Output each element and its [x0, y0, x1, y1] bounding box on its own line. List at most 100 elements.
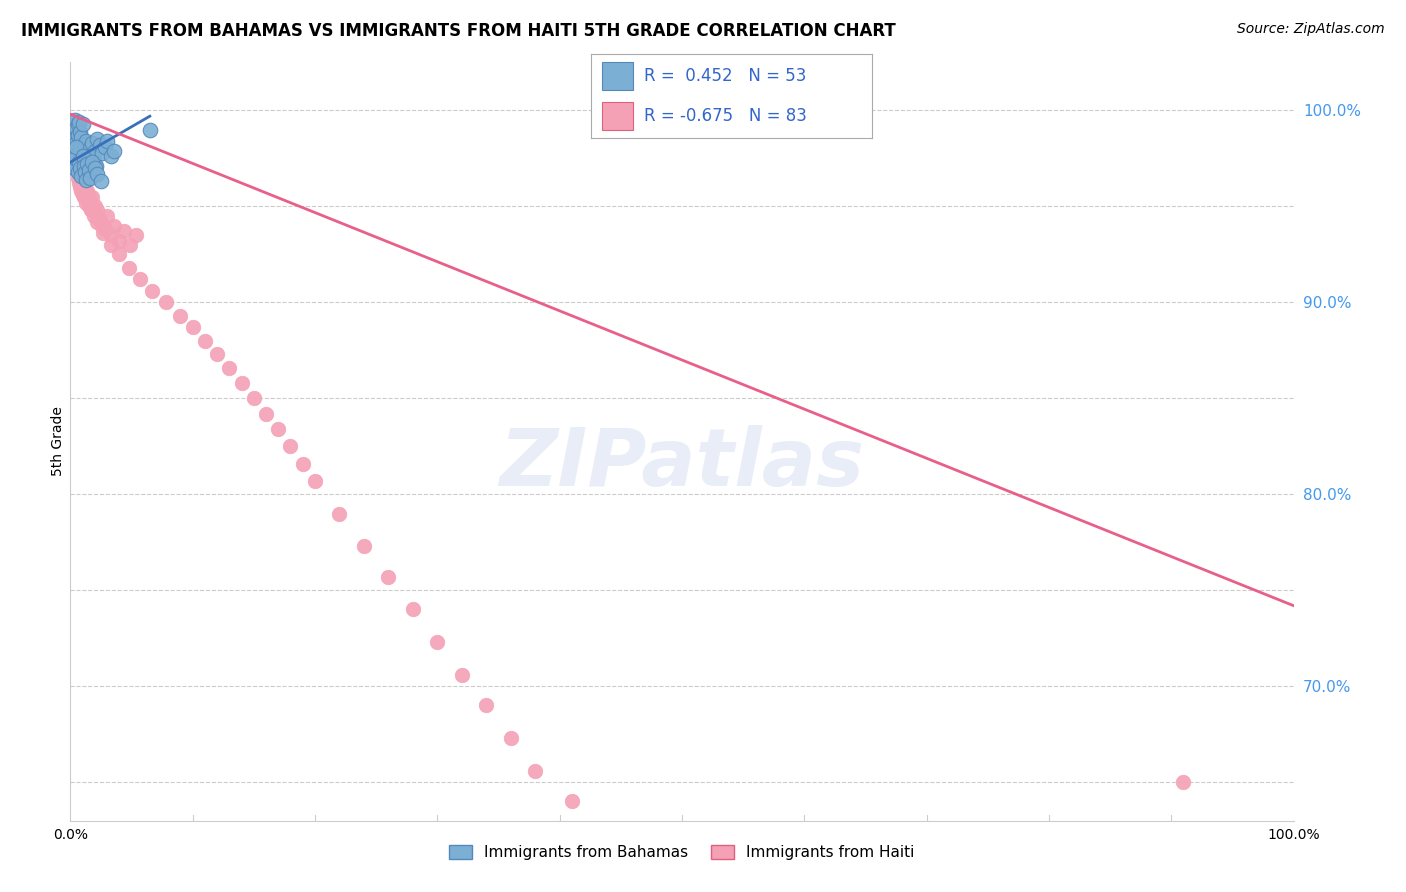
- Point: [69, 124, 91, 138]
- Point: [524, 764, 547, 778]
- Point: [65, 145, 87, 160]
- Point: [62, 153, 84, 168]
- Point: [73, 138, 96, 153]
- Point: [66, 161, 89, 175]
- Point: [70, 174, 93, 188]
- Point: [75, 195, 97, 210]
- Point: [83, 153, 105, 168]
- Point: [65, 140, 87, 154]
- Point: [63, 132, 86, 146]
- Point: [66, 128, 89, 143]
- Point: [69, 161, 91, 175]
- Point: [73, 145, 96, 160]
- Point: [125, 228, 148, 243]
- Point: [91, 219, 114, 233]
- Point: [93, 140, 115, 154]
- Point: [84, 159, 107, 173]
- Legend: Immigrants from Bahamas, Immigrants from Haiti: Immigrants from Bahamas, Immigrants from…: [443, 838, 921, 866]
- Point: [231, 376, 253, 390]
- Point: [86, 132, 108, 146]
- Point: [100, 228, 122, 243]
- Text: 0.0%: 0.0%: [53, 829, 87, 842]
- Point: [82, 155, 104, 169]
- Point: [83, 199, 105, 213]
- Point: [66, 170, 89, 185]
- Point: [86, 167, 108, 181]
- Point: [75, 134, 97, 148]
- Point: [67, 115, 90, 129]
- Point: [402, 602, 425, 616]
- Point: [304, 474, 326, 488]
- Point: [70, 169, 93, 183]
- Point: [67, 177, 90, 191]
- Point: [82, 136, 104, 150]
- Point: [499, 731, 522, 745]
- Point: [90, 174, 112, 188]
- Point: [100, 237, 122, 252]
- Point: [67, 165, 90, 179]
- Point: [63, 127, 86, 141]
- Point: [63, 113, 86, 128]
- Point: [76, 152, 98, 166]
- Text: Source: ZipAtlas.com: Source: ZipAtlas.com: [1237, 22, 1385, 37]
- Point: [103, 219, 125, 233]
- Point: [63, 127, 86, 141]
- Point: [62, 132, 84, 146]
- Point: [169, 309, 191, 323]
- Point: [139, 122, 162, 136]
- Point: [89, 138, 111, 153]
- Point: [205, 347, 228, 361]
- Point: [72, 149, 94, 163]
- Point: [108, 247, 131, 261]
- Point: [77, 163, 100, 178]
- Point: [66, 165, 89, 179]
- Point: [69, 140, 91, 154]
- Point: [72, 161, 94, 175]
- Point: [76, 184, 98, 198]
- Point: [65, 120, 87, 135]
- Point: [63, 132, 86, 146]
- Point: [475, 698, 498, 713]
- Y-axis label: 5th Grade: 5th Grade: [51, 407, 65, 476]
- Point: [100, 149, 122, 163]
- Text: R = -0.675   N = 83: R = -0.675 N = 83: [644, 107, 807, 125]
- Point: [63, 152, 86, 166]
- Point: [1173, 775, 1195, 789]
- Point: [67, 155, 90, 169]
- Point: [73, 180, 96, 194]
- Point: [141, 284, 163, 298]
- Point: [86, 215, 108, 229]
- Point: [254, 407, 277, 421]
- Point: [73, 180, 96, 194]
- Point: [450, 667, 472, 681]
- Point: [86, 203, 108, 218]
- Point: [83, 144, 105, 158]
- Point: [70, 130, 93, 145]
- Text: 100.0%: 100.0%: [1267, 829, 1320, 842]
- Point: [671, 890, 693, 892]
- Point: [72, 149, 94, 163]
- Point: [79, 192, 101, 206]
- Point: [353, 539, 375, 553]
- Point: [82, 203, 104, 218]
- Point: [91, 145, 114, 160]
- Point: [76, 157, 98, 171]
- Point: [93, 222, 115, 236]
- Point: [77, 199, 100, 213]
- Point: [75, 172, 97, 186]
- Point: [194, 334, 217, 348]
- Point: [118, 260, 141, 275]
- Point: [598, 827, 620, 841]
- Point: [63, 161, 86, 175]
- Point: [267, 422, 290, 436]
- Point: [77, 190, 100, 204]
- Point: [73, 165, 96, 179]
- Point: [73, 190, 96, 204]
- Point: [65, 136, 87, 150]
- Point: [96, 209, 118, 223]
- Point: [80, 147, 103, 161]
- Point: [66, 117, 89, 131]
- Point: [77, 142, 100, 156]
- Point: [67, 144, 90, 158]
- Point: [69, 180, 91, 194]
